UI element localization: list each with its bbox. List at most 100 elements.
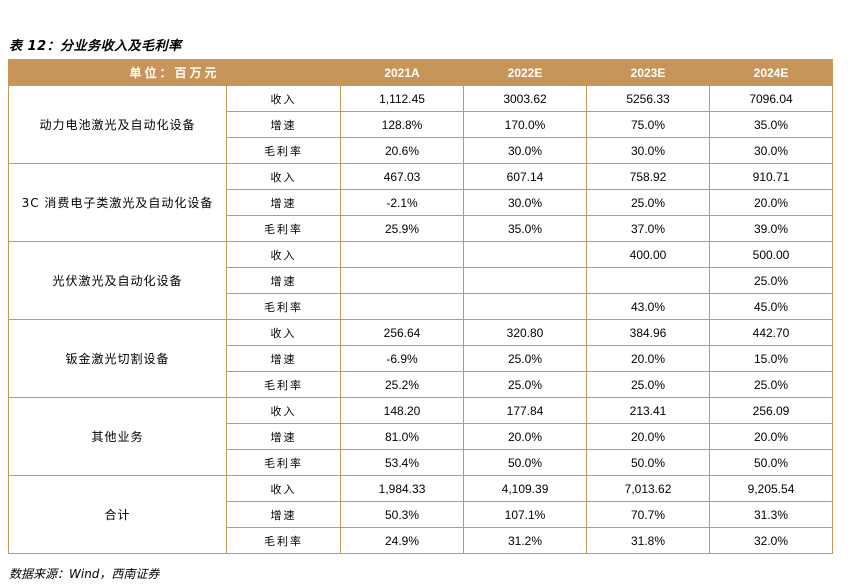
value-cell: 256.09: [709, 397, 834, 424]
value-cell: 20.0%: [463, 423, 588, 450]
table-row: 增速 -2.1% 30.0% 25.0% 20.0%: [9, 189, 834, 216]
value-cell: 30.0%: [586, 137, 711, 164]
value-cell: 30.0%: [463, 137, 588, 164]
metric-label: 增速: [225, 267, 342, 294]
year-header: 2023E: [586, 59, 711, 86]
value-cell: 50.0%: [586, 449, 711, 476]
table-title: 表 12：分业务收入及毛利率: [9, 39, 182, 54]
table-row: 增速 25.0%: [9, 267, 834, 294]
value-cell: 20.0%: [586, 345, 711, 372]
value-cell: 910.71: [709, 163, 834, 190]
metric-label: 毛利率: [225, 371, 342, 398]
table-row: 增速 81.0% 20.0% 20.0% 20.0%: [9, 423, 834, 450]
value-cell: 148.20: [340, 397, 465, 424]
value-cell: 50.0%: [463, 449, 588, 476]
value-cell: 5256.33: [586, 85, 711, 112]
value-cell: 1,984.33: [340, 475, 465, 502]
value-cell: 31.8%: [586, 527, 711, 554]
metric-label: 毛利率: [225, 293, 342, 320]
metric-label: 毛利率: [225, 137, 342, 164]
metric-label: 增速: [225, 345, 342, 372]
segment-name: 钣金激光切割设备: [8, 319, 227, 398]
metric-label: 收入: [225, 475, 342, 502]
value-cell: 25.0%: [709, 371, 834, 398]
header-row: 单位：百万元 2021A 2022E 2023E 2024E: [7, 59, 834, 86]
value-cell: 53.4%: [340, 449, 465, 476]
value-cell: 213.41: [586, 397, 711, 424]
value-cell: 20.0%: [709, 423, 834, 450]
segment-name: 光伏激光及自动化设备: [8, 241, 227, 320]
value-cell: 45.0%: [709, 293, 834, 320]
value-cell: 30.0%: [463, 189, 588, 216]
value-cell: 15.0%: [709, 345, 834, 372]
value-cell: 50.3%: [340, 501, 465, 528]
value-cell: 25.0%: [463, 345, 588, 372]
value-cell: -2.1%: [340, 189, 465, 216]
value-cell: 25.2%: [340, 371, 465, 398]
metric-label: 收入: [225, 241, 342, 268]
table-row: 动力电池激光及自动化设备 收入 1,112.45 3003.62 5256.33 7096…: [8, 85, 834, 164]
value-cell: [340, 241, 465, 268]
value-cell: 400.00: [586, 241, 711, 268]
metric-label: 毛利率: [225, 449, 342, 476]
segment-name: 动力电池激光及自动化设备: [8, 85, 227, 164]
metric-label: 毛利率: [225, 527, 342, 554]
value-cell: 32.0%: [709, 527, 834, 554]
value-cell: 35.0%: [709, 111, 834, 138]
value-cell: 1,112.45: [340, 85, 465, 112]
metric-label: 增速: [225, 423, 342, 450]
table-row: 毛利率 43.0% 45.0%: [9, 293, 834, 320]
value-cell: 30.0%: [709, 137, 834, 164]
value-cell: 9,205.54: [709, 475, 834, 502]
value-cell: 7096.04: [709, 85, 834, 112]
value-cell: 384.96: [586, 319, 711, 346]
value-cell: 256.64: [340, 319, 465, 346]
table-row: 3C 消费电子类激光及自动化设备 收入 467.03 607.14 758.92 910.…: [8, 163, 834, 242]
value-cell: [340, 267, 465, 294]
value-cell: 25.0%: [586, 371, 711, 398]
table-row: 毛利率 25.9% 35.0% 37.0% 39.0%: [9, 215, 834, 242]
value-cell: 43.0%: [586, 293, 711, 320]
segment-name: 合计: [8, 475, 227, 554]
value-cell: 467.03: [340, 163, 465, 190]
value-cell: 4,109.39: [463, 475, 588, 502]
unit-header: 单位：百万元: [7, 59, 342, 86]
table-row: 增速 128.8% 170.0% 75.0% 35.0%: [9, 111, 834, 138]
value-cell: 128.8%: [340, 111, 465, 138]
value-cell: 107.1%: [463, 501, 588, 528]
table-body: 动力电池激光及自动化设备 收入 1,112.45 3003.62 5256.33 7096…: [8, 85, 834, 554]
metric-label: 增速: [225, 501, 342, 528]
metric-label: 收入: [225, 163, 342, 190]
value-cell: 39.0%: [709, 215, 834, 242]
metric-label: 毛利率: [225, 215, 342, 242]
source-note: 数据来源：Wind，西南证券: [9, 567, 160, 581]
value-cell: 3003.62: [463, 85, 588, 112]
value-cell: -6.9%: [340, 345, 465, 372]
value-cell: 25.0%: [463, 371, 588, 398]
value-cell: [463, 267, 588, 294]
value-cell: 31.2%: [463, 527, 588, 554]
metric-label: 增速: [225, 111, 342, 138]
value-cell: 24.9%: [340, 527, 465, 554]
value-cell: 320.80: [463, 319, 588, 346]
table-row: 增速 -6.9% 25.0% 20.0% 15.0%: [9, 345, 834, 372]
value-cell: 50.0%: [709, 449, 834, 476]
value-cell: 20.0%: [586, 423, 711, 450]
value-cell: 442.70: [709, 319, 834, 346]
metric-label: 增速: [225, 189, 342, 216]
value-cell: [463, 293, 588, 320]
value-cell: 31.3%: [709, 501, 834, 528]
value-cell: 177.84: [463, 397, 588, 424]
segment-name: 3C 消费电子类激光及自动化设备: [8, 163, 227, 242]
revenue-margin-table: 单位：百万元 2021A 2022E 2023E 2024E 动力电池激光及自动…: [7, 59, 834, 554]
segment-name: 其他业务: [8, 397, 227, 476]
table-row: 合计 收入 1,984.33 4,109.39 7,013.62 9,205.54: [8, 475, 834, 554]
value-cell: 37.0%: [586, 215, 711, 242]
value-cell: 25.0%: [709, 267, 834, 294]
value-cell: 20.6%: [340, 137, 465, 164]
metric-label: 收入: [225, 319, 342, 346]
value-cell: 170.0%: [463, 111, 588, 138]
year-header: 2024E: [709, 59, 834, 86]
table-row: 钣金激光切割设备 收入 256.64 320.80 384.96 442.70: [8, 319, 834, 398]
metric-label: 收入: [225, 397, 342, 424]
